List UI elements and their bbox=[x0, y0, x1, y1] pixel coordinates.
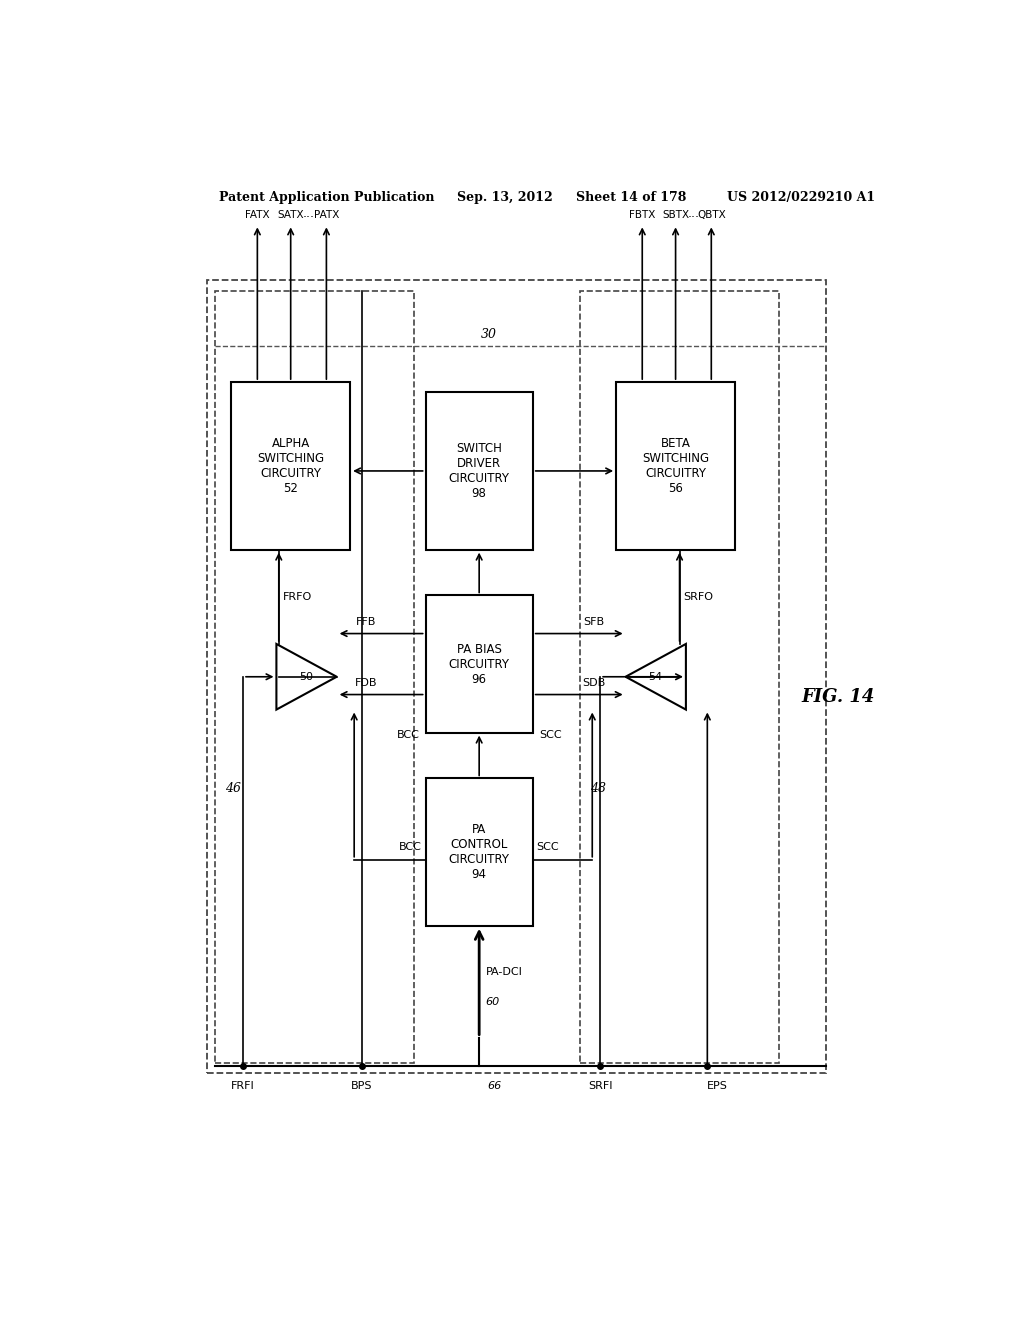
Text: SCC: SCC bbox=[537, 842, 559, 851]
FancyBboxPatch shape bbox=[231, 381, 350, 549]
Text: SATX: SATX bbox=[278, 210, 304, 220]
Text: FBTX: FBTX bbox=[629, 210, 655, 220]
Text: Sheet 14 of 178: Sheet 14 of 178 bbox=[577, 190, 687, 203]
Text: QBTX: QBTX bbox=[697, 210, 726, 220]
Text: SRFI: SRFI bbox=[588, 1081, 612, 1092]
Text: PA-DCI: PA-DCI bbox=[485, 966, 522, 977]
Text: PATX: PATX bbox=[313, 210, 339, 220]
Polygon shape bbox=[626, 644, 686, 710]
Text: Sep. 13, 2012: Sep. 13, 2012 bbox=[458, 190, 553, 203]
Text: 54: 54 bbox=[648, 672, 663, 681]
Text: 50: 50 bbox=[300, 672, 313, 681]
Text: FFB: FFB bbox=[356, 618, 376, 627]
Text: PA BIAS
CIRCUITRY
96: PA BIAS CIRCUITRY 96 bbox=[449, 643, 510, 685]
Text: 48: 48 bbox=[590, 781, 606, 795]
Text: SWITCH
DRIVER
CIRCUITRY
98: SWITCH DRIVER CIRCUITRY 98 bbox=[449, 442, 510, 500]
FancyBboxPatch shape bbox=[426, 392, 532, 549]
FancyBboxPatch shape bbox=[616, 381, 735, 549]
Text: BCC: BCC bbox=[398, 842, 422, 851]
FancyBboxPatch shape bbox=[426, 779, 532, 925]
Text: BCC: BCC bbox=[396, 730, 419, 741]
Text: SDB: SDB bbox=[583, 678, 606, 689]
Text: 46: 46 bbox=[225, 781, 241, 795]
Text: US 2012/0229210 A1: US 2012/0229210 A1 bbox=[727, 190, 876, 203]
Text: FATX: FATX bbox=[245, 210, 269, 220]
Text: FRFI: FRFI bbox=[231, 1081, 255, 1092]
Text: ...: ... bbox=[302, 207, 314, 220]
Text: FDB: FDB bbox=[355, 678, 377, 689]
Text: ...: ... bbox=[687, 207, 699, 220]
Text: EPS: EPS bbox=[708, 1081, 728, 1092]
Text: SCC: SCC bbox=[539, 730, 562, 741]
Text: SFB: SFB bbox=[584, 618, 605, 627]
Polygon shape bbox=[276, 644, 337, 710]
Text: SBTX: SBTX bbox=[663, 210, 689, 220]
Text: Patent Application Publication: Patent Application Publication bbox=[219, 190, 435, 203]
Text: 66: 66 bbox=[487, 1081, 502, 1092]
FancyBboxPatch shape bbox=[426, 595, 532, 733]
Text: BETA
SWITCHING
CIRCUITRY
56: BETA SWITCHING CIRCUITRY 56 bbox=[642, 437, 710, 495]
Text: 30: 30 bbox=[481, 329, 498, 342]
Text: 60: 60 bbox=[485, 997, 500, 1007]
Text: SRFO: SRFO bbox=[684, 591, 714, 602]
Text: PA
CONTROL
CIRCUITRY
94: PA CONTROL CIRCUITRY 94 bbox=[449, 824, 510, 880]
Text: FRFO: FRFO bbox=[283, 591, 312, 602]
Text: FIG. 14: FIG. 14 bbox=[802, 688, 874, 706]
Text: ALPHA
SWITCHING
CIRCUITRY
52: ALPHA SWITCHING CIRCUITRY 52 bbox=[257, 437, 325, 495]
Text: BPS: BPS bbox=[351, 1081, 373, 1092]
